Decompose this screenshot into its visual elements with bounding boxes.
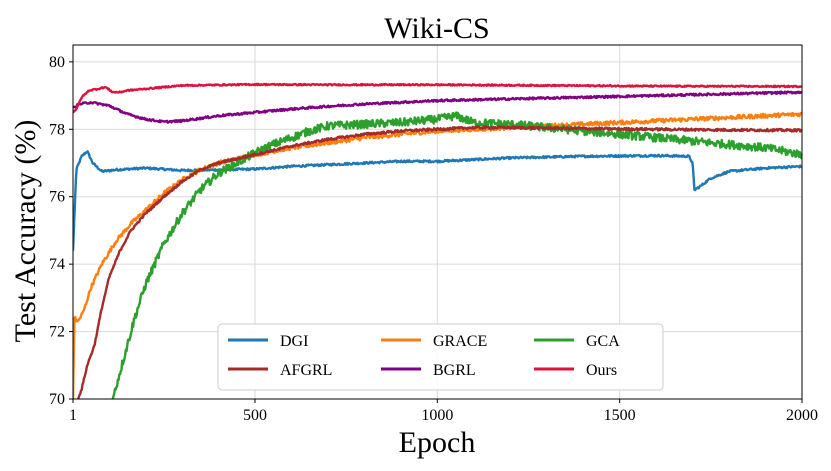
y-tick-label: 74 xyxy=(49,256,65,273)
x-tick-label: 500 xyxy=(243,407,267,424)
chart-title: Wiki-CS xyxy=(384,12,489,45)
y-tick-label: 70 xyxy=(49,391,65,408)
x-tick-label: 2000 xyxy=(786,407,818,424)
y-tick-label: 72 xyxy=(49,324,65,341)
y-tick-label: 76 xyxy=(49,189,65,206)
legend-label-grace: GRACE xyxy=(433,333,487,350)
series-line-ours xyxy=(73,82,802,114)
x-tick-label: 1000 xyxy=(421,407,453,424)
legend-label-ours: Ours xyxy=(586,362,617,379)
legend: DGI GRACE GCA AFGRL BGRL Ours xyxy=(217,323,664,391)
series-line-dgi xyxy=(73,150,802,251)
y-tick-label: 78 xyxy=(49,121,65,138)
series-line-afgrl xyxy=(76,125,802,399)
series-line-bgrl xyxy=(73,90,802,124)
y-axis-label: Test Accuracy (%) xyxy=(9,120,42,343)
x-axis-label: Epoch xyxy=(399,426,476,459)
legend-label-gca: GCA xyxy=(586,333,620,350)
legend-label-afgrl: AFGRL xyxy=(280,362,332,379)
legend-label-dgi: DGI xyxy=(280,333,308,350)
y-tick-label: 80 xyxy=(49,54,65,71)
legend-label-bgrl: BGRL xyxy=(433,362,476,379)
x-tick-label: 1 xyxy=(69,407,77,424)
series-group xyxy=(73,82,802,399)
x-tick-label: 1500 xyxy=(604,407,636,424)
series-line-gca xyxy=(111,111,802,399)
